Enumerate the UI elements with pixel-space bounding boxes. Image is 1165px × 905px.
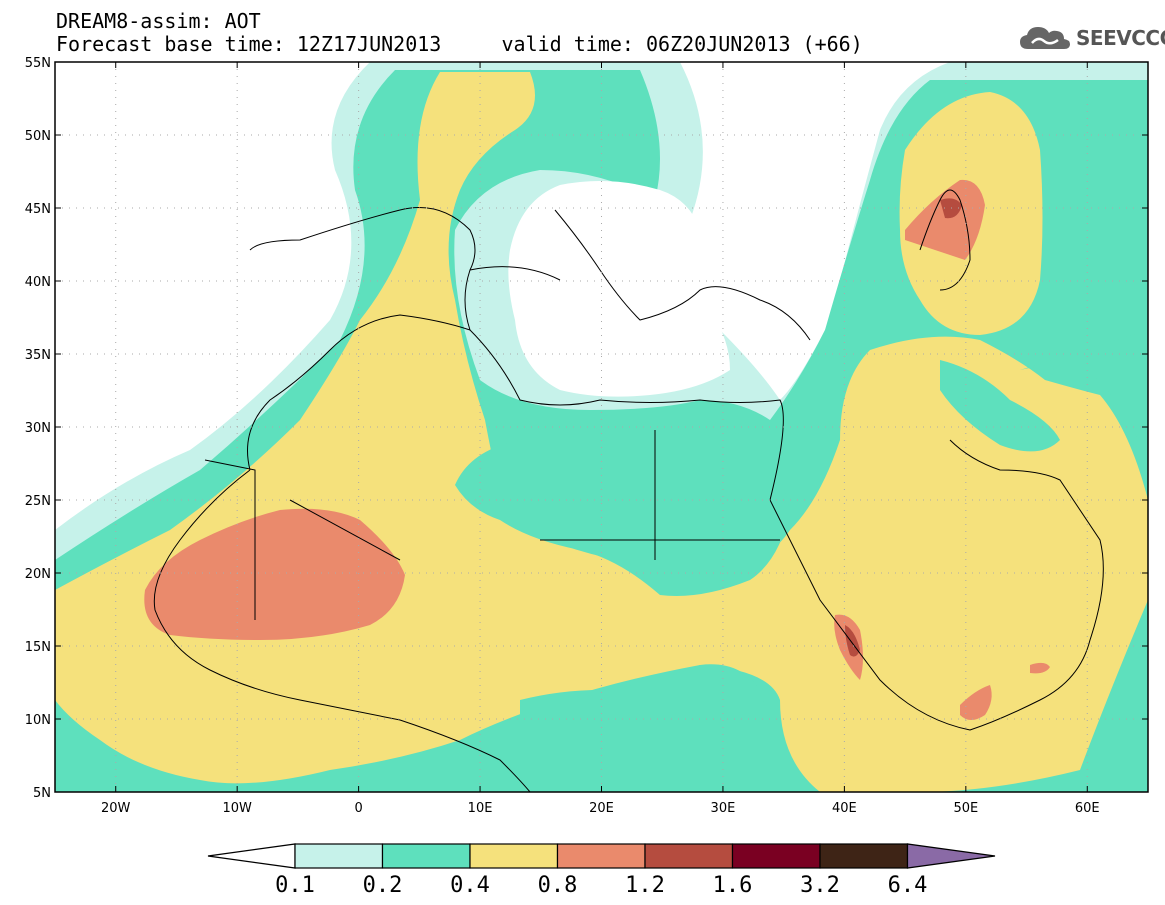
logo: SEEVCCC <box>1018 22 1165 54</box>
lat-tick-label: 55N <box>25 56 51 71</box>
lon-tick-label: 30E <box>711 801 736 816</box>
aot-level-0-8 <box>144 179 1050 720</box>
colorbar-label: 0.4 <box>450 873 490 898</box>
lon-tick-label: 50E <box>953 801 978 816</box>
lon-tick-label: 20E <box>589 801 614 816</box>
colorbar-label: 0.2 <box>363 873 403 898</box>
colorbar-label: 0.8 <box>538 873 578 898</box>
grid <box>55 62 1148 792</box>
lon-tick-label: 20W <box>101 801 131 816</box>
lat-axis: 5N 10N 15N 20N 25N 30N 35N 40N 45N 50N 55N <box>25 56 1148 801</box>
lat-tick-label: 5N <box>33 786 51 801</box>
colorbar: 0.1 0.2 0.4 0.8 1.2 1.6 3.2 6.4 <box>207 843 996 898</box>
colorbar-swatch <box>469 843 559 869</box>
lat-tick-label: 45N <box>25 202 51 217</box>
lat-tick-label: 25N <box>25 494 51 509</box>
lon-tick-label: 0 <box>354 801 362 816</box>
colorbar-swatch <box>731 843 821 869</box>
colorbar-label: 1.2 <box>625 873 665 898</box>
logo-text: SEEVCCC <box>1076 26 1165 50</box>
coastlines <box>153 189 1104 792</box>
lat-tick-label: 10N <box>25 713 51 728</box>
colorbar-low-arrow <box>207 843 296 869</box>
colorbar-swatch <box>294 843 384 869</box>
lat-tick-label: 15N <box>25 640 51 655</box>
colorbar-swatch <box>556 843 646 869</box>
aot-level-0-2-patches <box>455 330 1148 740</box>
map-title: DREAM8-assim: AOT <box>56 9 261 33</box>
colorbar-high-arrow <box>906 843 996 869</box>
lat-tick-label: 20N <box>25 567 51 582</box>
lon-axis: 20W 10W 0 10E 20E 30E 40E 50E 60E <box>101 62 1100 816</box>
map-subtitle: Forecast base time: 12Z17JUN2013 valid t… <box>56 32 863 56</box>
lat-tick-label: 50N <box>25 129 51 144</box>
colorbar-label: 0.1 <box>275 873 315 898</box>
colorbar-swatch <box>381 843 471 869</box>
cloud-icon <box>1020 27 1070 49</box>
aot-clear-area <box>508 181 730 397</box>
lat-tick-label: 40N <box>25 275 51 290</box>
lon-tick-label: 60E <box>1075 801 1100 816</box>
lon-tick-label: 10E <box>468 801 493 816</box>
lon-tick-label: 40E <box>832 801 857 816</box>
colorbar-label: 6.4 <box>888 873 928 898</box>
colorbar-label: 3.2 <box>800 873 840 898</box>
aot-contours <box>55 62 1148 792</box>
colorbar-swatch <box>819 843 909 869</box>
colorbar-label: 1.6 <box>713 873 753 898</box>
lat-tick-label: 30N <box>25 421 51 436</box>
lat-tick-label: 35N <box>25 348 51 363</box>
colorbar-swatch <box>644 843 734 869</box>
lon-tick-label: 10W <box>222 801 252 816</box>
